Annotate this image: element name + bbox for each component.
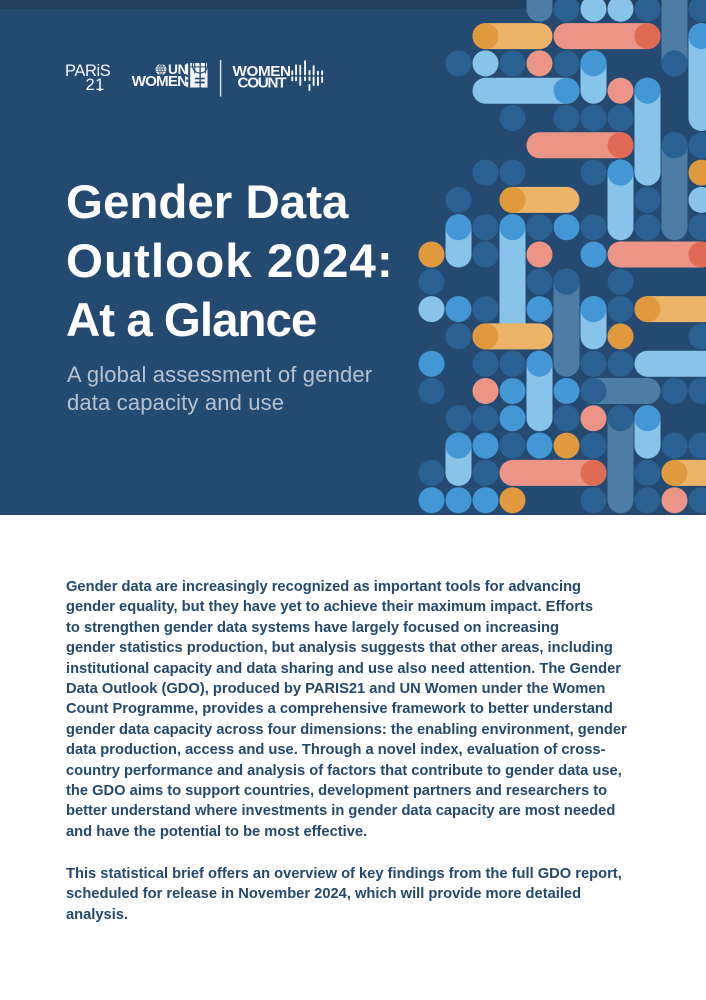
svg-text:PARiS: PARiS [65,62,111,80]
svg-text:WOMEN: WOMEN [132,73,188,90]
svg-text:COUNT: COUNT [238,75,288,92]
svg-text:UN: UN [168,62,188,77]
svg-text:21: 21 [86,76,105,94]
svg-text:WOMEN: WOMEN [233,63,291,80]
